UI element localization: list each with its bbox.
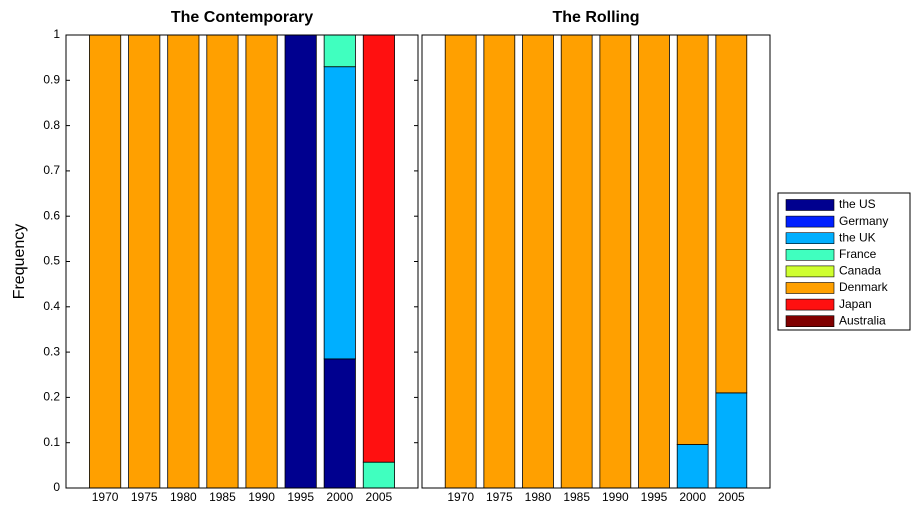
bar-segment xyxy=(560,34,593,489)
y-tick-label: 0.4 xyxy=(43,299,60,313)
y-tick-label: 0.2 xyxy=(43,390,60,404)
y-tick-label: 0.5 xyxy=(43,254,60,268)
bar-segment xyxy=(676,34,709,445)
bar-segment xyxy=(638,34,670,489)
bar-segment xyxy=(676,444,709,489)
bar-segment xyxy=(522,34,554,489)
y-tick-label: 0.8 xyxy=(43,118,60,132)
x-tick-label: 1980 xyxy=(525,490,552,504)
legend-label: Australia xyxy=(839,313,886,327)
plot-area xyxy=(422,35,770,488)
x-tick-label: 1970 xyxy=(447,490,474,504)
y-tick-label: 0.7 xyxy=(43,163,60,177)
y-tick-label: 0.3 xyxy=(43,344,60,358)
bar-segment xyxy=(599,34,632,489)
chart-title: The Contemporary xyxy=(171,9,313,26)
bar-segment xyxy=(167,34,200,489)
x-tick-label: 1990 xyxy=(602,490,629,504)
x-tick-label: 1985 xyxy=(563,490,590,504)
x-tick-label: 2000 xyxy=(326,490,353,504)
x-tick-label: 1990 xyxy=(248,490,275,504)
y-tick-label: 0 xyxy=(53,480,60,494)
x-tick-label: 2000 xyxy=(679,490,706,504)
x-tick-label: 1980 xyxy=(170,490,197,504)
bar-segment xyxy=(715,34,748,394)
legend-swatch xyxy=(785,265,835,278)
plot-area xyxy=(66,35,418,488)
legend-label: Japan xyxy=(839,297,872,311)
legend-label: France xyxy=(839,247,877,261)
plot-frame xyxy=(421,34,771,489)
x-tick-label: 1995 xyxy=(287,490,314,504)
legend-label: Canada xyxy=(839,264,881,278)
bar-segment xyxy=(323,66,356,360)
bar-segment xyxy=(89,34,122,489)
y-tick-label: 0.6 xyxy=(43,208,60,222)
bar-segment xyxy=(483,34,516,489)
legend-swatch xyxy=(785,282,835,294)
x-tick-label: 2005 xyxy=(718,490,745,504)
legend-swatch xyxy=(785,249,835,261)
bar-segment xyxy=(362,34,395,463)
bar-segment xyxy=(245,34,278,489)
legend-swatch xyxy=(785,232,835,244)
legend-label: the UK xyxy=(839,230,876,244)
legend-label: the US xyxy=(839,197,876,211)
bar-segment xyxy=(444,34,477,489)
x-tick-label: 1975 xyxy=(131,490,158,504)
x-tick-label: 2005 xyxy=(366,490,393,504)
y-tick-label: 0.9 xyxy=(43,72,60,86)
legend-swatch xyxy=(785,298,835,311)
legend-swatch xyxy=(785,199,835,211)
legend-swatch xyxy=(785,215,835,228)
bar-segment xyxy=(284,34,317,489)
bar-segment xyxy=(323,358,356,489)
x-tick-label: 1970 xyxy=(92,490,119,504)
x-tick-label: 1985 xyxy=(209,490,236,504)
bar-segment xyxy=(128,34,161,489)
x-tick-label: 1995 xyxy=(641,490,668,504)
y-tick-label: 0.1 xyxy=(43,435,60,449)
y-tick-label: 1 xyxy=(53,27,60,41)
bar-segment xyxy=(715,392,748,489)
legend-label: Denmark xyxy=(839,280,889,294)
bar-segment xyxy=(323,34,356,68)
bar-segment xyxy=(206,34,239,489)
y-axis-label: Frequency xyxy=(11,224,28,300)
x-tick-label: 1975 xyxy=(486,490,513,504)
chart-title: The Rolling xyxy=(552,9,639,26)
plot-frame xyxy=(65,34,419,489)
legend-swatch xyxy=(785,315,835,328)
legend-label: Germany xyxy=(839,214,888,228)
bar-segment xyxy=(362,461,395,489)
